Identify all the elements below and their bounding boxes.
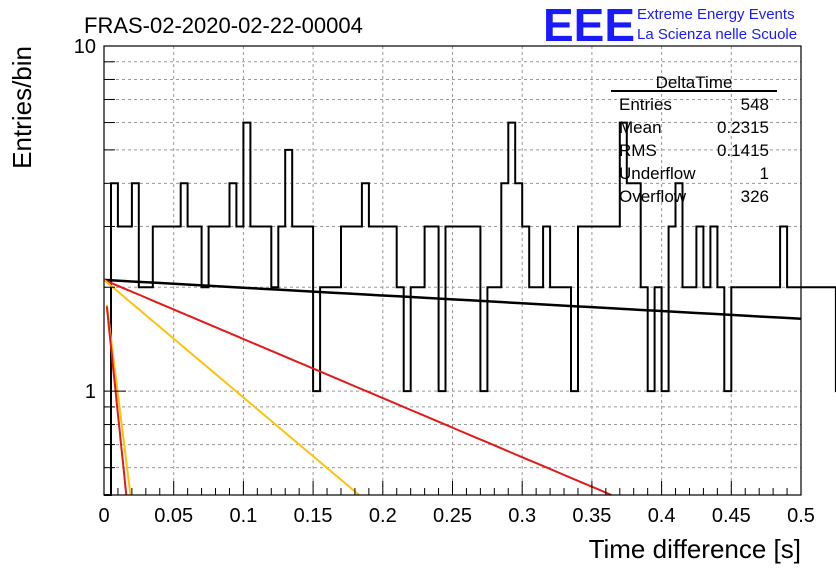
stats-label: Entries [619, 95, 672, 114]
histogram [104, 121, 836, 496]
histogram-line [104, 121, 836, 496]
x-tick-label: 0.1 [229, 505, 257, 527]
fit-curve-5 [105, 306, 128, 496]
stats-value: 548 [741, 95, 769, 114]
stats-value: 0.1415 [717, 141, 769, 160]
x-tick-label: 0.4 [648, 505, 676, 527]
y-axis-title: Entries/bin [7, 46, 37, 169]
fit-curve-1 [103, 278, 802, 321]
brand-line-2: La Scienza nelle Scuole [637, 26, 797, 43]
brand-line-1: Extreme Energy Events [637, 6, 795, 23]
fit-curve-3 [103, 279, 360, 496]
x-tick-label: 0.25 [433, 505, 472, 527]
x-tick-label: 0.3 [508, 505, 536, 527]
axis-ticks: 0 0.05 0.1 0.15 0.2 0.25 0.3 0.35 0.4 0.45 0.5 1 10 [74, 36, 815, 527]
x-axis-title: Time difference [s] [589, 534, 801, 564]
fit-curves [103, 278, 802, 496]
fit-curve-2 [103, 278, 612, 496]
x-tick-label: 0.45 [712, 505, 751, 527]
stats-label: RMS [619, 141, 657, 160]
stats-box: DeltaTime Entries 548 Mean 0.2315 RMS 0.1415 U… [611, 73, 777, 206]
y-tick-label: 1 [85, 381, 96, 403]
stats-value: 1 [760, 164, 769, 183]
stats-value: 326 [741, 187, 769, 206]
brand-logo: EEE [543, 0, 635, 51]
stats-label: Underflow [619, 164, 696, 183]
x-tick-label: 0.5 [787, 505, 815, 527]
x-tick-label: 0 [98, 505, 109, 527]
x-tick-label: 0.2 [369, 505, 397, 527]
x-tick-label: 0.15 [294, 505, 333, 527]
x-tick-label: 0.35 [572, 505, 611, 527]
y-tick-label: 10 [74, 36, 96, 58]
stats-label: Mean [619, 118, 662, 137]
stats-value: 0.2315 [717, 118, 769, 137]
chart-title: FRAS-02-2020-02-22-00004 [84, 13, 363, 38]
x-tick-label: 0.05 [154, 505, 193, 527]
stats-label: Overflow [619, 187, 687, 206]
stats-title: DeltaTime [656, 73, 733, 92]
